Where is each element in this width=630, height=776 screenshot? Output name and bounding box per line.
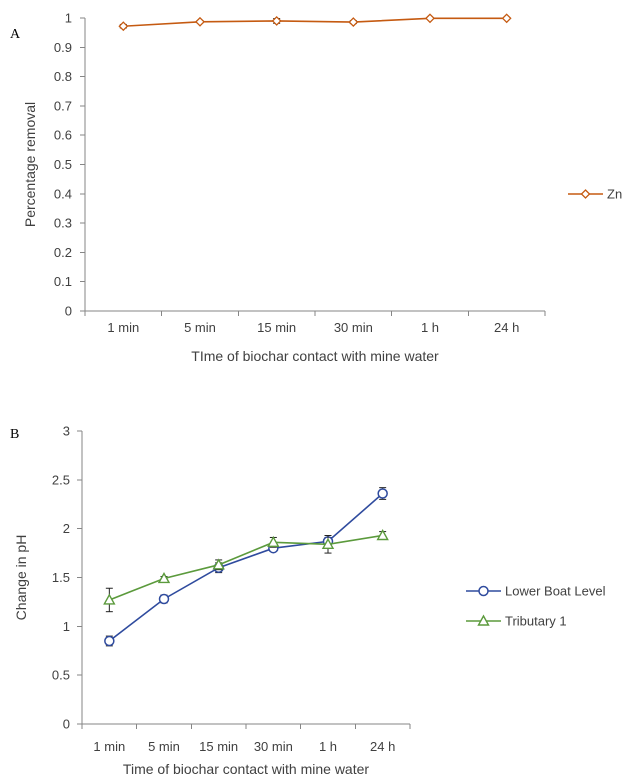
x-tick-label: 5 min bbox=[148, 739, 180, 754]
data-point bbox=[195, 16, 205, 27]
y-axis-title: Change in pH bbox=[13, 535, 29, 621]
data-point bbox=[103, 593, 116, 605]
y-tick-label: 0.8 bbox=[54, 69, 72, 84]
y-tick-label: 0.4 bbox=[54, 186, 72, 201]
x-tick-label: 1 h bbox=[421, 320, 439, 335]
x-tick-label: 1 min bbox=[93, 739, 125, 754]
legend-marker bbox=[478, 585, 489, 597]
y-tick-label: 0.9 bbox=[54, 40, 72, 55]
chart-panel-b: B 0 0.5 1 1.5 2 2.5 3 1 min 5 min 15 min 30 min 1 h 2… bbox=[10, 424, 606, 776]
data-point bbox=[377, 488, 388, 499]
x-axis-title: Time of biochar contact with mine water bbox=[123, 761, 369, 776]
y-tick-label: 0.5 bbox=[54, 157, 72, 172]
series-line bbox=[123, 17, 507, 28]
data-point bbox=[158, 593, 170, 605]
y-tick-label: 1 bbox=[63, 619, 70, 634]
panel-label: B bbox=[10, 427, 19, 442]
x-tick-label: 1 min bbox=[107, 320, 139, 335]
data-point bbox=[271, 16, 282, 26]
x-axis-title: TIme of biochar contact with mine water bbox=[191, 348, 439, 364]
y-tick-label: 0.1 bbox=[54, 274, 72, 289]
series-tributary-1 bbox=[103, 529, 389, 613]
y-tick-label: 0.5 bbox=[52, 668, 70, 683]
y-tick-label: 0.3 bbox=[54, 216, 72, 231]
legend-entry: Zn bbox=[568, 187, 622, 202]
legend-entry: Tributary 1 bbox=[466, 614, 567, 629]
x-tick-label: 24 h bbox=[494, 320, 519, 335]
legend-label: Lower Boat Level bbox=[505, 584, 606, 599]
chart-panel-a: A 0 0.1 0.2 0.3 0.4 0.5 0.6 0.7 0.8 0.9 1 1 min 5 min… bbox=[10, 11, 622, 365]
data-point bbox=[118, 21, 129, 32]
y-tick-label: 0 bbox=[63, 717, 70, 732]
y-tick-label: 2.5 bbox=[52, 472, 70, 487]
series-line bbox=[109, 534, 383, 601]
data-point bbox=[376, 529, 389, 541]
series-zn bbox=[118, 13, 512, 32]
series-line bbox=[108, 492, 384, 642]
x-tick-label: 30 min bbox=[334, 320, 373, 335]
y-tick-label: 2 bbox=[63, 521, 70, 536]
legend-label: Zn bbox=[607, 187, 622, 202]
panel-label: A bbox=[10, 27, 21, 42]
data-point bbox=[321, 537, 335, 549]
y-tick-label: 1 bbox=[65, 11, 72, 26]
data-point bbox=[104, 635, 115, 647]
y-tick-label: 0.6 bbox=[54, 128, 72, 143]
data-point bbox=[425, 13, 435, 24]
legend-marker bbox=[580, 189, 591, 199]
legend-label: Tributary 1 bbox=[505, 614, 567, 629]
x-tick-label: 15 min bbox=[199, 739, 238, 754]
y-tick-label: 1.5 bbox=[52, 570, 70, 585]
y-tick-label: 3 bbox=[63, 424, 70, 439]
data-point bbox=[348, 17, 359, 28]
data-point bbox=[157, 572, 171, 584]
x-tick-label: 24 h bbox=[370, 739, 395, 754]
y-tick-label: 0.2 bbox=[54, 245, 72, 260]
y-tick-label: 0.7 bbox=[54, 98, 72, 113]
data-point bbox=[501, 13, 512, 24]
series-lower-boat-level bbox=[104, 487, 388, 647]
x-tick-label: 5 min bbox=[184, 320, 216, 335]
x-tick-label: 30 min bbox=[254, 739, 293, 754]
y-axis-title: Percentage removal bbox=[22, 102, 38, 227]
data-point bbox=[212, 558, 225, 570]
y-tick-label: 0 bbox=[65, 304, 72, 319]
legend-marker bbox=[477, 614, 490, 626]
x-tick-label: 1 h bbox=[319, 739, 337, 754]
data-point bbox=[267, 535, 280, 548]
legend-entry: Lower Boat Level bbox=[466, 584, 606, 599]
x-tick-label: 15 min bbox=[257, 320, 296, 335]
